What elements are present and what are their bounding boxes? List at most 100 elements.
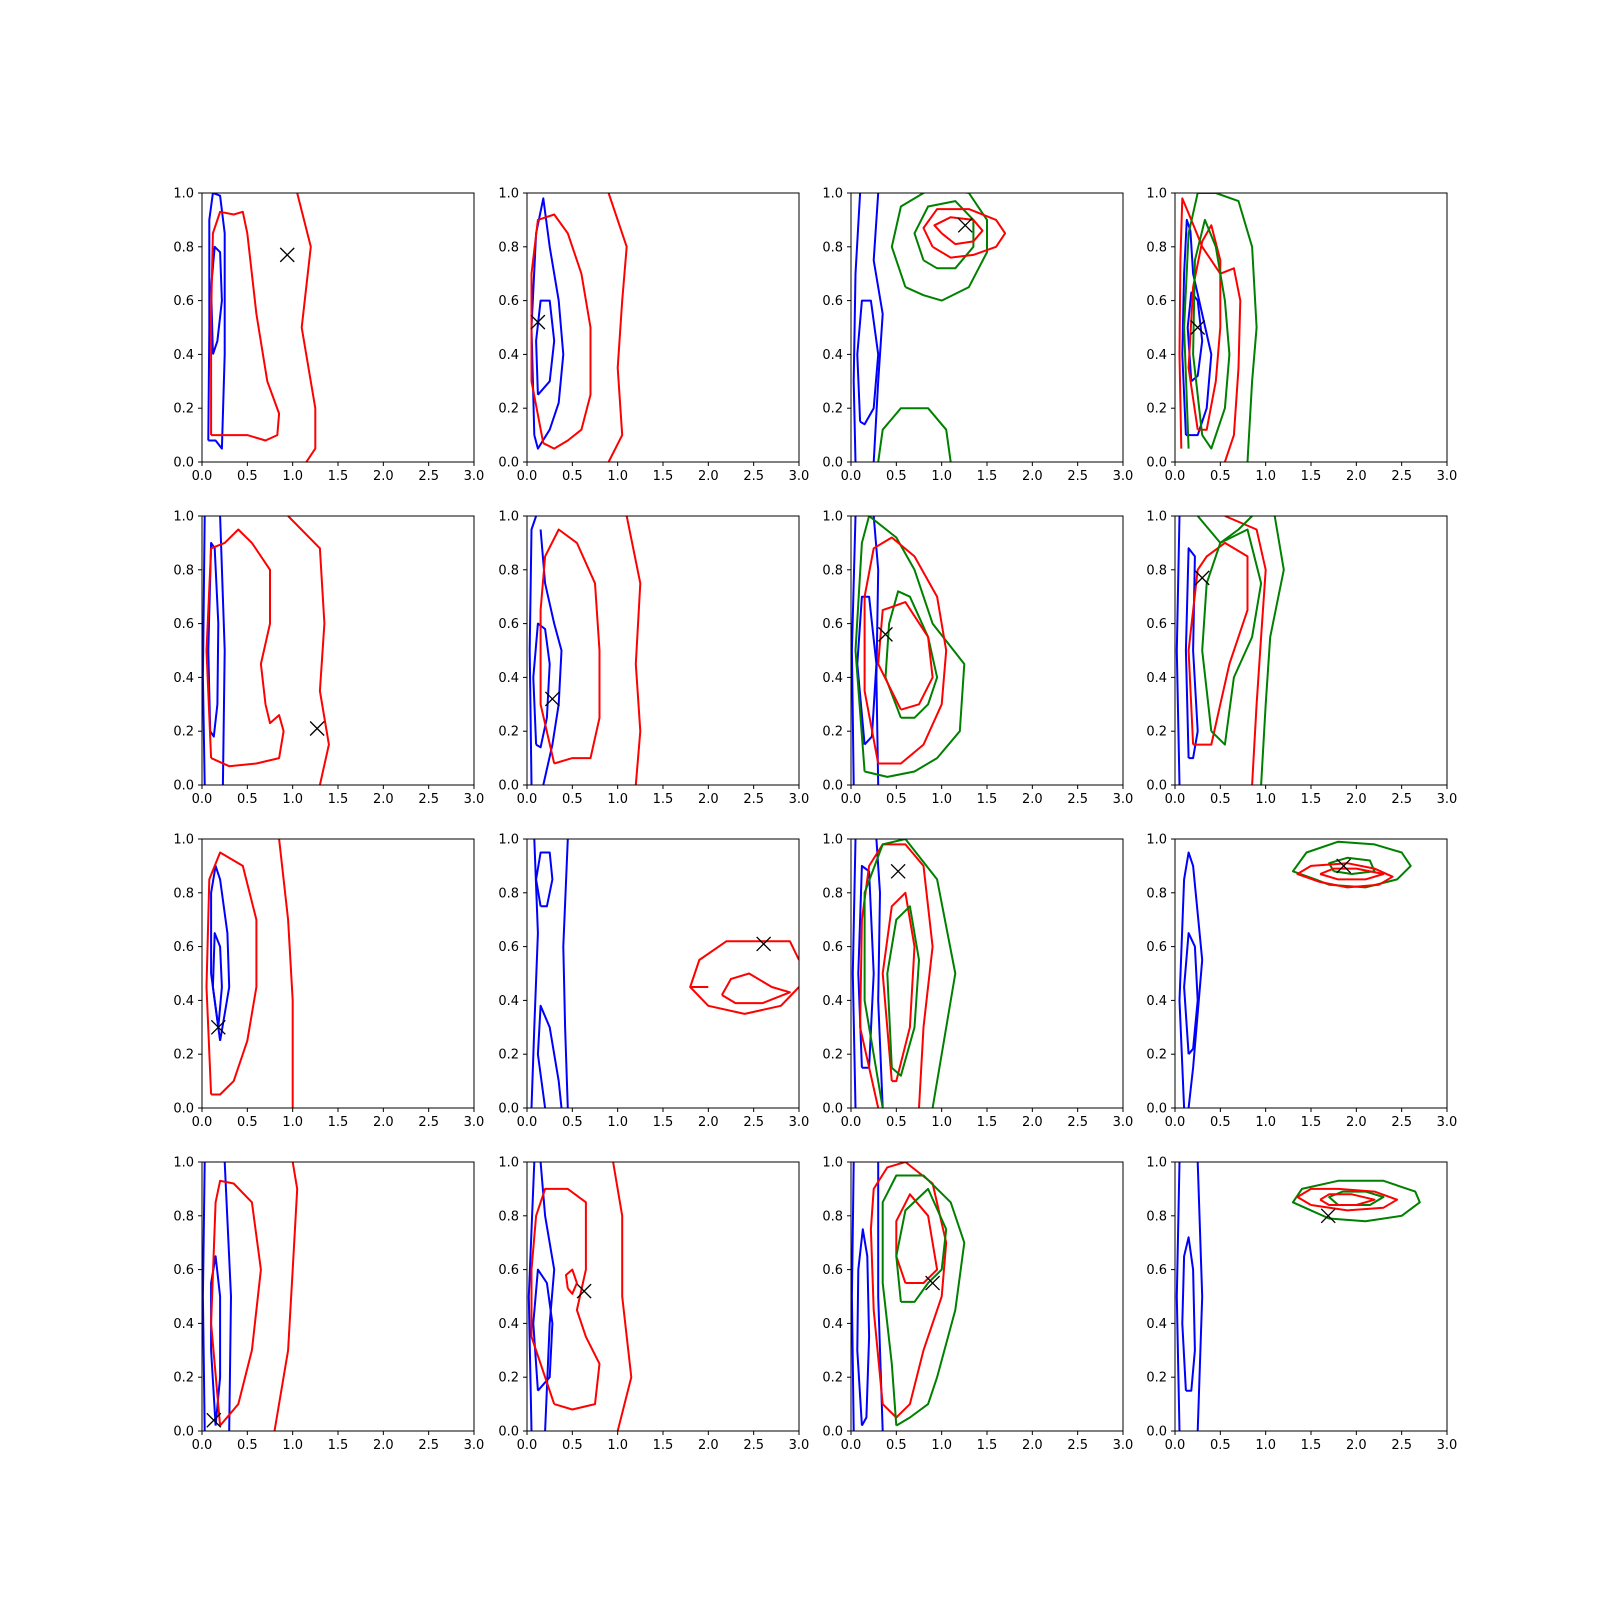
subplot-11: 0.0 0.5 1.0 1.5 2.0 2.5 3.0 0.0 0.2 0.4 0.6 0.8 1.0	[822, 833, 1133, 1131]
x-tick-label: 0.5	[1210, 1115, 1231, 1130]
x-tick-label: 0.0	[517, 469, 538, 484]
x-tick-label: 1.5	[1301, 1438, 1322, 1453]
red-contour	[530, 1187, 601, 1411]
y-tick-label: 0.2	[173, 725, 194, 740]
x-tick-label: 1.5	[328, 469, 349, 484]
red-contour	[278, 839, 294, 1108]
y-tick-label: 0.4	[173, 994, 194, 1009]
x-tick-label: 2.5	[418, 1115, 439, 1130]
x-tick-label: 1.5	[1301, 469, 1322, 484]
x-tick-label: 2.5	[418, 469, 439, 484]
axes-frame	[526, 515, 800, 786]
x-tick-label: 0.0	[1165, 792, 1186, 807]
x-tick-label: 0.0	[841, 469, 862, 484]
green-contour	[1328, 856, 1376, 875]
y-tick-label: 0.4	[498, 1317, 519, 1332]
x-tick-label: 2.5	[743, 1438, 764, 1453]
y-tick-label: 0.2	[173, 1048, 194, 1063]
red-contour	[539, 528, 601, 765]
blue-contour	[530, 839, 539, 1108]
y-tick-label: 1.0	[822, 187, 843, 202]
y-tick-label: 0.0	[822, 1425, 843, 1440]
y-tick-label: 0.0	[1146, 1425, 1167, 1440]
blue-contour	[202, 1162, 206, 1431]
green-contour	[1260, 516, 1285, 785]
y-tick-label: 0.0	[498, 456, 519, 471]
x-tick-label: 1.0	[931, 469, 952, 484]
x-tick-label: 2.0	[1022, 469, 1043, 484]
blue-contour	[1175, 1162, 1181, 1431]
y-tick-label: 0.4	[1146, 1317, 1167, 1332]
y-tick-label: 0.0	[822, 779, 843, 794]
y-tick-label: 1.0	[1146, 510, 1167, 525]
plot-area	[527, 1162, 633, 1431]
blue-contour	[1181, 218, 1213, 437]
x-tick-label: 2.5	[1391, 469, 1412, 484]
y-tick-label: 0.0	[173, 1425, 194, 1440]
x-tick-label: 0.0	[1165, 1115, 1186, 1130]
x-tick-label: 0.5	[886, 1438, 907, 1453]
green-contour	[863, 839, 957, 1108]
x-tick-label: 3.0	[1437, 1438, 1458, 1453]
x-tick-label: 2.0	[1022, 1115, 1043, 1130]
y-tick-label: 0.8	[822, 1209, 843, 1224]
blue-contour	[535, 299, 556, 396]
green-contour	[1201, 528, 1263, 746]
blue-contour	[539, 1162, 556, 1431]
subplot-3: 0.0 0.5 1.0 1.5 2.0 2.5 3.0 0.0 0.2 0.4 0.6 0.8 1.0	[822, 187, 1133, 485]
x-tick-label: 2.5	[1067, 1115, 1088, 1130]
y-tick-label: 0.8	[1146, 886, 1167, 901]
y-tick-label: 1.0	[1146, 833, 1167, 848]
blue-contour	[211, 932, 223, 1028]
x-tick-label: 3.0	[789, 1115, 810, 1130]
y-tick-label: 1.0	[498, 833, 519, 848]
y-tick-label: 1.0	[822, 833, 843, 848]
x-marker	[1320, 1208, 1336, 1224]
x-tick-label: 1.5	[1301, 792, 1322, 807]
y-tick-label: 0.8	[173, 886, 194, 901]
y-tick-label: 0.6	[173, 617, 194, 632]
green-contour	[854, 516, 966, 778]
y-tick-label: 0.2	[1146, 1048, 1167, 1063]
green-contour	[1196, 516, 1253, 544]
y-tick-label: 0.8	[1146, 1209, 1167, 1224]
blue-contour	[536, 1004, 563, 1108]
blue-contour	[856, 299, 880, 426]
red-contour	[869, 1162, 948, 1419]
x-tick-label: 0.0	[192, 469, 213, 484]
y-tick-label: 0.4	[173, 671, 194, 686]
x-tick-label: 2.0	[1346, 1115, 1367, 1130]
x-tick-label: 2.0	[1346, 469, 1367, 484]
y-tick-label: 0.6	[498, 617, 519, 632]
subplot-10: 0.0 0.5 1.0 1.5 2.0 2.5 3.0 0.0 0.2 0.4 0.6 0.8 1.0	[498, 833, 809, 1131]
y-tick-label: 0.0	[173, 779, 194, 794]
plot-area	[202, 516, 330, 785]
y-tick-label: 0.8	[173, 1209, 194, 1224]
x-tick-label: 0.0	[841, 1115, 862, 1130]
x-tick-label: 1.5	[653, 1115, 674, 1130]
blue-contour	[539, 529, 563, 785]
x-marker	[957, 217, 973, 233]
axes-frame	[526, 1161, 800, 1432]
blue-contour	[872, 193, 884, 462]
plot-area	[207, 193, 317, 462]
x-tick-label: 3.0	[1113, 1438, 1134, 1453]
y-tick-label: 0.6	[173, 940, 194, 955]
x-tick-label: 2.5	[1067, 1438, 1088, 1453]
y-tick-label: 0.6	[173, 1263, 194, 1278]
blue-contour	[1181, 1236, 1196, 1392]
y-tick-label: 1.0	[173, 1156, 194, 1171]
x-tick-label: 2.0	[698, 1115, 719, 1130]
x-tick-label: 1.5	[977, 1115, 998, 1130]
y-tick-label: 0.6	[173, 294, 194, 309]
y-tick-label: 0.8	[498, 563, 519, 578]
x-marker	[925, 1275, 941, 1291]
red-contour	[287, 516, 330, 785]
red-contour	[1319, 1193, 1376, 1206]
blue-contour	[530, 197, 565, 450]
x-tick-label: 0.0	[841, 792, 862, 807]
red-contour	[530, 213, 592, 450]
x-tick-label: 0.5	[1210, 1438, 1231, 1453]
axes-frame	[201, 515, 475, 786]
x-tick-label: 1.5	[328, 1115, 349, 1130]
